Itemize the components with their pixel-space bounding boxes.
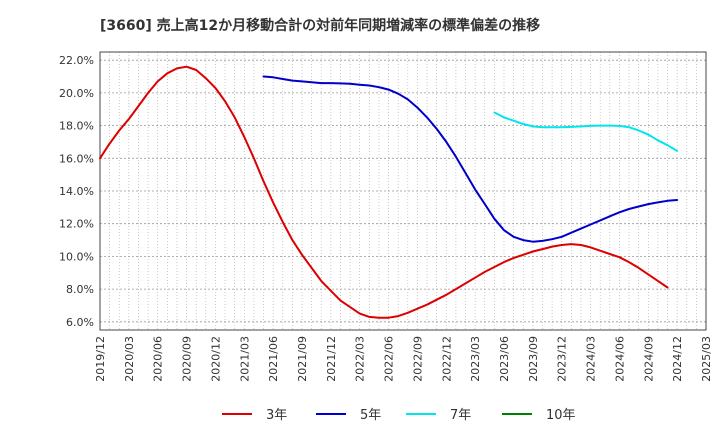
grid-lines — [100, 52, 706, 330]
x-tick-label: 2021/09 — [296, 336, 309, 382]
y-tick-label: 8.0% — [66, 283, 94, 296]
y-tick-label: 14.0% — [59, 185, 94, 198]
x-tick-label: 2022/03 — [354, 336, 367, 382]
x-tick-label: 2023/12 — [556, 336, 569, 382]
chart-title: [3660] 売上高12か月移動合計の対前年同期増減率の標準偏差の推移 — [100, 17, 540, 34]
x-tick-label: 2021/03 — [238, 336, 251, 382]
x-tick-label: 2019/12 — [94, 336, 107, 382]
y-tick-label: 20.0% — [59, 87, 94, 100]
x-tick-label: 2022/06 — [383, 336, 396, 382]
x-tick-label: 2023/09 — [527, 336, 540, 382]
y-tick-label: 22.0% — [59, 54, 94, 67]
legend: 3年 5年 7年 10年 — [222, 408, 576, 423]
x-tick-label: 2020/06 — [152, 336, 165, 382]
x-tick-label: 2021/06 — [267, 336, 280, 382]
legend-label: 10年 — [546, 408, 576, 423]
series-line-5年 — [262, 75, 679, 243]
y-tick-label: 10.0% — [59, 250, 94, 263]
x-tick-label: 2021/12 — [325, 336, 338, 382]
plot-frame — [99, 51, 707, 331]
x-tick-label: 2024/03 — [585, 336, 598, 382]
y-tick-label: 18.0% — [59, 120, 94, 133]
x-axis-ticks: 2019/12 2020/03 2020/06 2020/09 2020/12 2021/… — [94, 336, 713, 382]
x-tick-label: 2023/06 — [498, 336, 511, 382]
x-tick-label: 2025/03 — [700, 336, 713, 382]
y-tick-label: 16.0% — [59, 152, 94, 165]
y-axis-ticks: 6.0% 8.0% 10.0% 12.0% 14.0% 16.0% 18.0% 20.0% 22… — [59, 54, 94, 329]
x-tick-label: 2024/09 — [642, 336, 655, 382]
x-tick-label: 2022/09 — [411, 336, 424, 382]
y-tick-label: 12.0% — [59, 218, 94, 231]
x-tick-label: 2022/12 — [440, 336, 453, 382]
x-tick-label: 2023/03 — [469, 336, 482, 382]
legend-label: 7年 — [450, 408, 471, 423]
y-tick-label: 6.0% — [66, 316, 94, 329]
legend-label: 3年 — [266, 408, 287, 423]
x-tick-label: 2024/06 — [613, 336, 626, 382]
x-tick-label: 2020/12 — [209, 336, 222, 382]
series-line-7年 — [493, 111, 679, 152]
legend-label: 5年 — [360, 408, 381, 423]
x-tick-label: 2020/09 — [181, 336, 194, 382]
x-tick-label: 2024/12 — [671, 336, 684, 382]
series-line-3年 — [99, 65, 669, 319]
series-lines — [99, 65, 679, 319]
x-tick-label: 2020/03 — [123, 336, 136, 382]
